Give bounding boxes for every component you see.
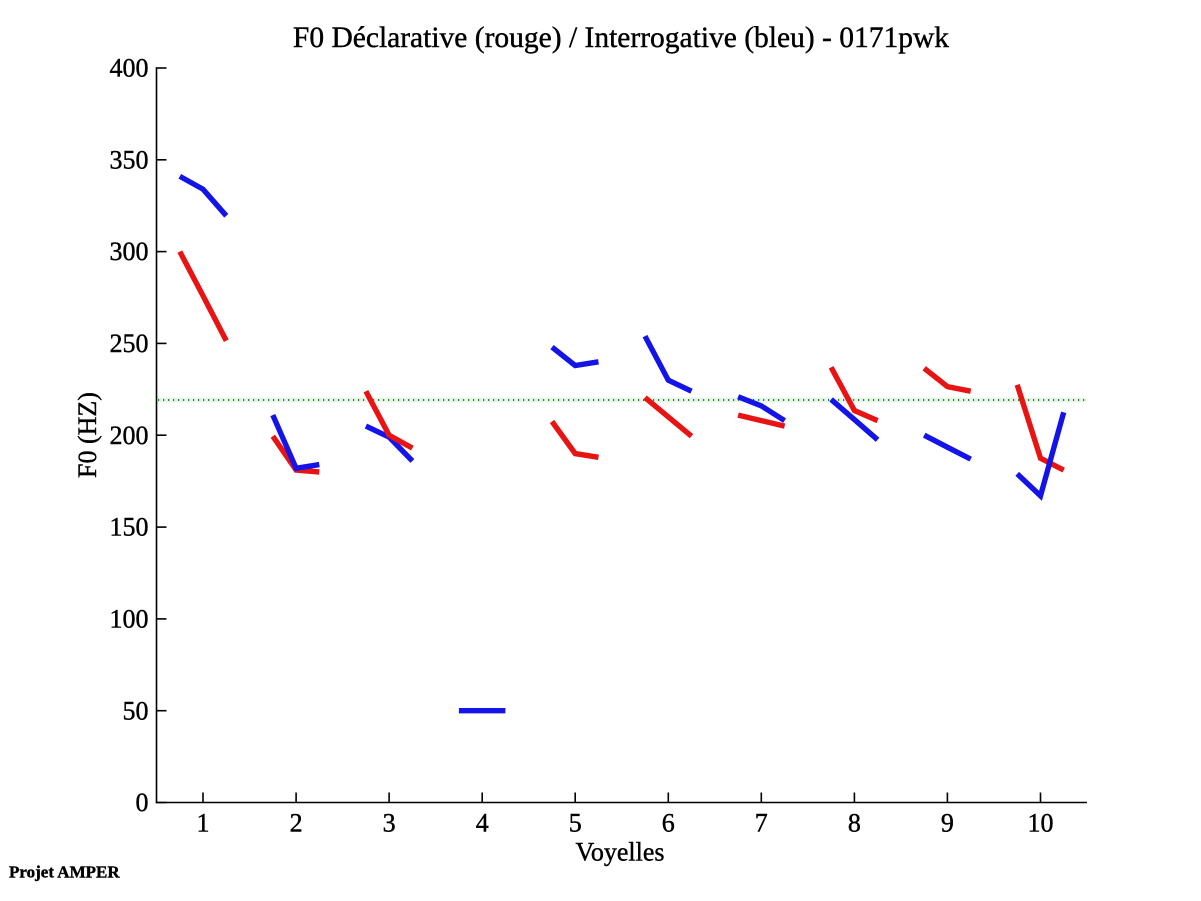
svg-text:100: 100 [110,605,149,634]
svg-text:7: 7 [755,808,768,837]
svg-text:8: 8 [848,808,861,837]
svg-text:300: 300 [110,237,149,266]
svg-text:1: 1 [197,808,210,837]
svg-text:350: 350 [110,145,149,174]
svg-text:F0 (HZ): F0 (HZ) [73,392,102,478]
svg-text:6: 6 [662,808,675,837]
svg-text:9: 9 [941,808,954,837]
svg-text:Voyelles: Voyelles [575,838,664,867]
svg-text:F0 Déclarative (rouge) / Inter: F0 Déclarative (rouge) / Interrogative (… [293,22,949,54]
svg-text:5: 5 [569,808,582,837]
svg-text:150: 150 [110,513,149,542]
svg-text:250: 250 [110,329,149,358]
svg-text:4: 4 [476,808,489,837]
svg-text:200: 200 [110,421,149,450]
svg-text:Projet AMPER: Projet AMPER [9,863,120,882]
svg-text:2: 2 [290,808,303,837]
svg-text:3: 3 [383,808,396,837]
svg-text:10: 10 [1028,808,1054,837]
svg-text:400: 400 [110,54,149,83]
svg-text:50: 50 [123,696,149,725]
svg-text:0: 0 [136,788,149,817]
